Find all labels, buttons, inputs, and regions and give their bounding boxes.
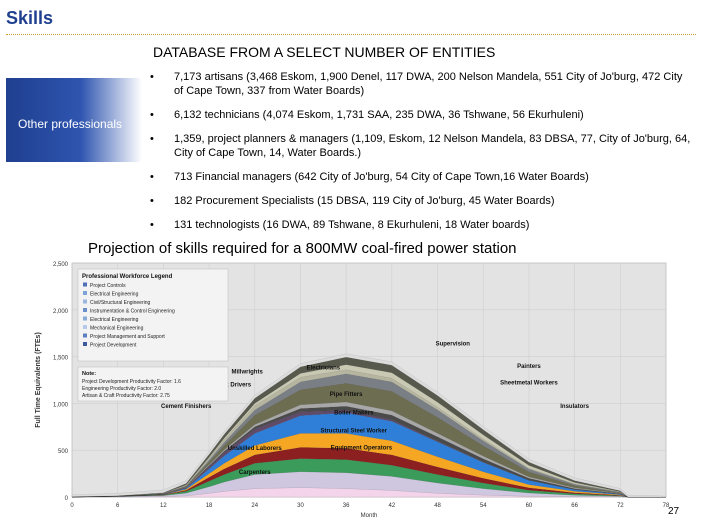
x-tick-label: 18 xyxy=(206,503,213,509)
series-annotation: Cement Finishers xyxy=(161,404,212,410)
y-tick-label: 1,500 xyxy=(53,356,69,362)
legend-entry: Civil/Structural Engineering xyxy=(90,300,151,306)
legend-swatch xyxy=(83,316,87,321)
legend-title: Professional Workforce Legend xyxy=(82,274,173,280)
series-annotation: Millwrights xyxy=(231,369,263,375)
series-annotation: Unskilled Laborers xyxy=(228,446,283,452)
chart-title: Projection of skills required for a 800M… xyxy=(88,240,517,257)
area-series-professional-workforce xyxy=(71,353,667,498)
x-tick-label: 0 xyxy=(70,503,74,509)
series-annotation: Pipe Fitters xyxy=(330,392,363,398)
bullet-procurement: 182 Procurement Specialists (15 DBSA, 11… xyxy=(146,194,691,208)
database-subheading: DATABASE FROM A SELECT NUMBER OF ENTITIE… xyxy=(153,44,496,60)
series-annotation: Supervision xyxy=(436,341,471,347)
bullet-artisans: 7,173 artisans (3,468 Eskom, 1,900 Denel… xyxy=(146,70,691,98)
note-line: Artisan & Craft Productivity Factor: 2.7… xyxy=(82,393,170,399)
x-tick-label: 78 xyxy=(663,503,670,509)
x-tick-label: 60 xyxy=(526,503,533,509)
x-axis-label: Month xyxy=(361,513,378,519)
x-tick-label: 36 xyxy=(343,503,350,509)
legend-entry: Mechanical Engineering xyxy=(90,326,144,332)
note-box xyxy=(77,366,229,402)
legend-swatch xyxy=(83,291,87,295)
legend-swatch xyxy=(83,333,87,338)
legend-swatch xyxy=(83,308,87,312)
legend-swatch xyxy=(83,299,87,304)
y-tick-label: 2,000 xyxy=(53,309,69,315)
legend-entry: Electrical Engineering xyxy=(90,292,139,298)
side-label-box: Other professionals xyxy=(6,78,142,162)
y-tick-label: 0 xyxy=(65,496,69,502)
y-tick-label: 1,000 xyxy=(53,402,69,408)
y-axis-label: Full Time Equivalents (FTEs) xyxy=(35,332,42,428)
slide-title: Skills xyxy=(6,8,54,28)
area-series-pipe-fitters xyxy=(71,412,666,498)
note-heading: Note: xyxy=(82,371,96,377)
series-annotation: Sheetmetal Workers xyxy=(500,381,558,387)
area-series-structural-steel-worker xyxy=(71,447,666,498)
series-annotation: Electricians xyxy=(306,366,340,372)
series-annotation: Truck Drivers xyxy=(213,383,252,389)
y-tick-label: 500 xyxy=(58,449,69,455)
y-tick-label: 2,500 xyxy=(53,262,69,268)
legend-entry: Project Controls xyxy=(90,283,126,289)
bullet-project-planners: 1,359, project planners & managers (1,10… xyxy=(146,132,691,160)
legend-entry: Electrical Engineering xyxy=(90,317,139,323)
x-tick-label: 66 xyxy=(571,503,578,509)
area-series-equipment-operators xyxy=(71,458,666,498)
legend-swatch xyxy=(83,282,87,287)
series-annotation: Carpenters xyxy=(239,470,271,476)
legend-swatch xyxy=(83,342,87,346)
x-tick-label: 72 xyxy=(617,503,624,509)
x-tick-label: 6 xyxy=(116,503,120,509)
series-annotation: Boiler Makers xyxy=(334,411,374,417)
note-line: Project Development Productivity Factor:… xyxy=(82,379,181,385)
series-annotation: Painters xyxy=(517,364,541,370)
title-divider xyxy=(6,34,696,35)
page-number: 27 xyxy=(668,506,680,517)
x-tick-label: 30 xyxy=(297,503,304,509)
bullet-technicians: 6,132 technicians (4,074 Eskom, 1,731 SA… xyxy=(146,108,691,122)
legend-box xyxy=(77,268,229,362)
x-tick-label: 54 xyxy=(480,503,487,509)
series-annotation: Equipment Operators xyxy=(331,445,393,451)
bullet-financial-managers: 713 Financial managers (642 City of Jo'b… xyxy=(146,170,691,184)
x-tick-label: 24 xyxy=(251,503,258,509)
side-label: Other professionals xyxy=(18,117,123,131)
bullet-technologists: 131 technologists (16 DWA, 89 Tshwane, 8… xyxy=(146,218,691,232)
skills-bullet-list: 7,173 artisans (3,468 Eskom, 1,900 Denel… xyxy=(146,70,691,242)
legend-swatch xyxy=(83,325,87,329)
area-series-carpenters xyxy=(71,487,666,498)
workforce-area-chart: 0 500 1,000 1,500 2,000 2,500 0 6 12 18 24 30 36 42 48… xyxy=(35,262,670,519)
series-annotation: Insulators xyxy=(560,404,589,410)
legend-entry: Project Management and Support xyxy=(90,334,165,340)
x-tick-label: 12 xyxy=(160,503,167,509)
x-tick-label: 42 xyxy=(389,503,396,509)
legend-entry: Project Development xyxy=(90,343,137,349)
note-line: Engineering Productivity Factor: 2.0 xyxy=(82,386,161,392)
legend-entry: Instrumentation & Control Engineering xyxy=(90,309,175,315)
series-annotation: Structural Steel Worker xyxy=(320,428,387,434)
x-tick-label: 48 xyxy=(434,503,441,509)
